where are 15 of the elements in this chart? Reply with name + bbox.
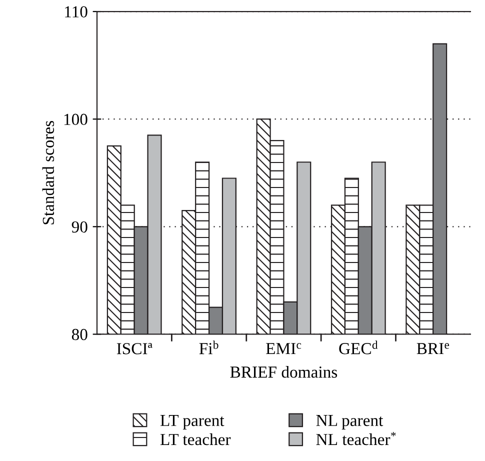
x-tick-label: ISCIª [116,343,152,354]
x-tick-label: EMI$^{c}$ [266,343,302,354]
y-axis-title: Standard scores [42,120,54,224]
legend-label: LT parent [160,415,224,430]
legend-label: LT teacher [160,433,231,446]
x-axis-title: BRIEF domains [230,366,338,378]
y-tick-label: 100 [64,114,88,126]
x-tick-label: BRI$^{e}$ [416,343,450,354]
x-tick-label: GEC$^{d}$ [339,340,378,354]
legend-label: NL parent [316,415,384,430]
y-tick-label: 80 [72,328,88,340]
x-tick-label: Fi$^{b}$ [199,340,218,354]
y-tick-label: 90 [72,221,88,233]
legend-label: NL teacher$^{*}$ [316,432,396,446]
y-tick-label: 110 [65,6,88,18]
